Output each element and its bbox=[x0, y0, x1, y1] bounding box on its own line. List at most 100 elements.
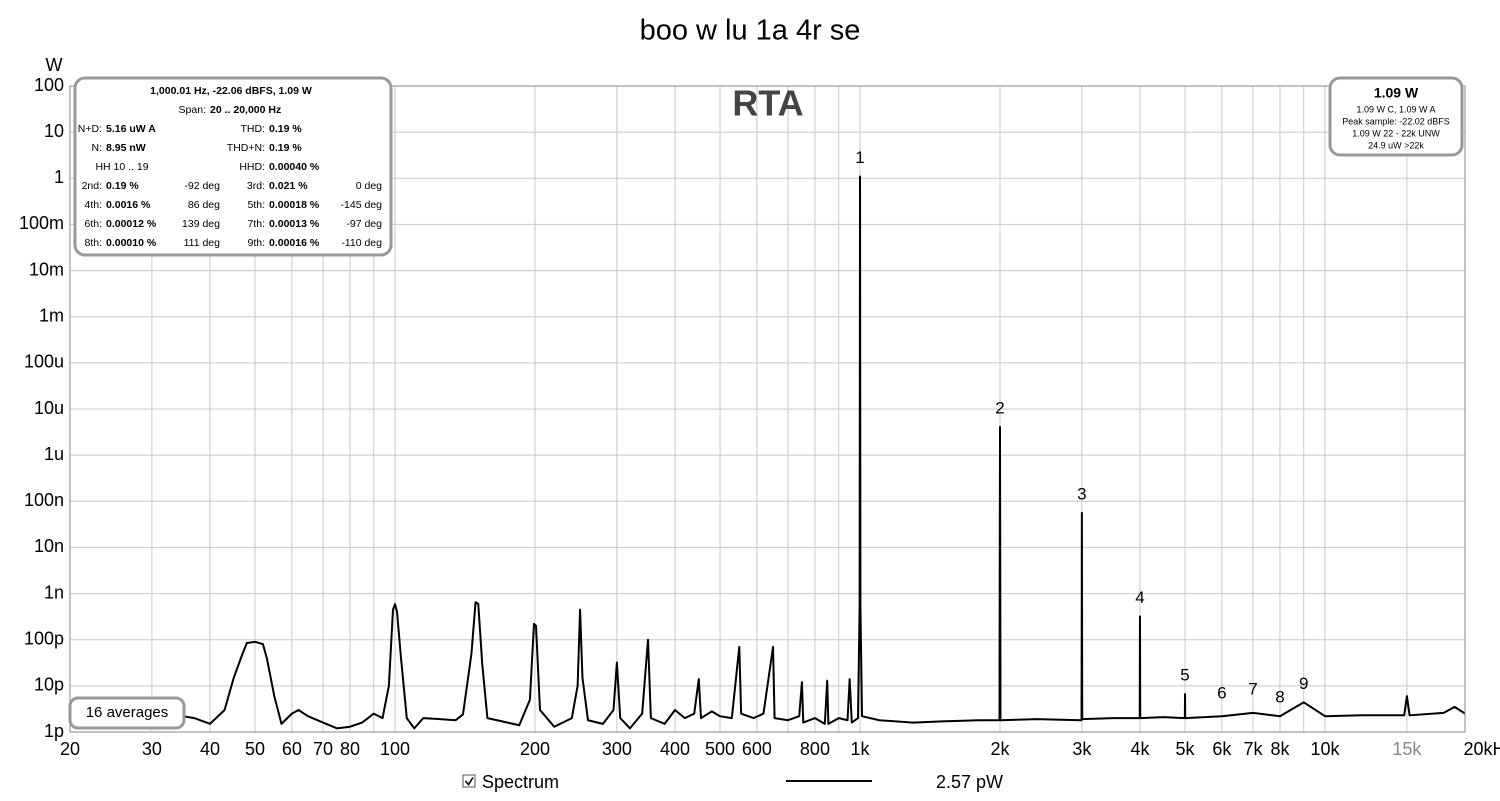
checkbox-check bbox=[464, 777, 474, 786]
x-tick-label: 200 bbox=[520, 739, 550, 759]
level-panel-box bbox=[1328, 76, 1464, 157]
harmonic-row-phase: 139 deg bbox=[182, 218, 220, 230]
x-tick-label: 40 bbox=[200, 739, 220, 759]
harmonic-row-label: 4th: bbox=[84, 199, 102, 211]
y-tick-label: 10n bbox=[34, 536, 64, 556]
y-tick-label: 10m bbox=[29, 259, 64, 279]
harmonic-label: 8 bbox=[1275, 688, 1284, 707]
watermark: RTA bbox=[732, 83, 803, 124]
harmonic-row-value: 0.00016 % bbox=[269, 237, 320, 249]
y-tick-label: 100n bbox=[24, 490, 64, 510]
legend-label: Spectrum bbox=[482, 772, 559, 792]
x-tick-label: 4k bbox=[1130, 739, 1150, 759]
y-tick-label: 10u bbox=[34, 398, 64, 418]
x-tick-label: 10k bbox=[1311, 739, 1341, 759]
metric-value: 8.95 nW bbox=[106, 142, 146, 154]
x-tick-label: 300 bbox=[602, 739, 632, 759]
level-line: 1.09 W C, 1.09 W A bbox=[1356, 104, 1435, 114]
harmonic-row-value: 0.00012 % bbox=[106, 218, 157, 230]
level-header: 1.09 W bbox=[1374, 85, 1419, 101]
x-tick-label: 3k bbox=[1072, 739, 1092, 759]
harmonic-row-value: 0.0016 % bbox=[106, 199, 151, 211]
harmonic-label: 2 bbox=[995, 398, 1004, 417]
metric-label: THD: bbox=[241, 123, 266, 135]
harmonic-row-phase: 86 deg bbox=[188, 199, 220, 211]
y-tick-label: 100 bbox=[34, 75, 64, 95]
y-tick-label: 1n bbox=[44, 582, 64, 602]
harmonic-row-label: 7th: bbox=[247, 218, 265, 230]
y-tick-label: 10 bbox=[44, 121, 64, 141]
x-tick-label: 60 bbox=[282, 739, 302, 759]
x-tick-label: 600 bbox=[742, 739, 772, 759]
y-tick-label: 100p bbox=[24, 628, 64, 648]
x-tick-label: 500 bbox=[705, 739, 735, 759]
info-panel: 1,000.01 Hz, -22.06 dBFS, 1.09 W Span: 20 … bbox=[73, 76, 393, 257]
plot: 1 2 3 4 5 6 7 89 bbox=[69, 148, 1466, 730]
y-tick-label: 100m bbox=[19, 213, 64, 233]
harmonic-row-value: 0.00013 % bbox=[269, 218, 320, 230]
x-tick-label: 100 bbox=[380, 739, 410, 759]
x-tick-label: 800 bbox=[800, 739, 830, 759]
level-line: Peak sample: -22.02 dBFS bbox=[1342, 116, 1450, 126]
harmonic-label: 1 bbox=[855, 148, 864, 167]
harmonic-row-label: 5th: bbox=[247, 199, 265, 211]
harmonic-row-phase: -92 deg bbox=[184, 180, 220, 192]
y-tick-label: 1m bbox=[39, 305, 64, 325]
span-value: 20 .. 20,000 Hz bbox=[210, 104, 281, 116]
plot-frame bbox=[69, 85, 1466, 733]
x-tick-label: 1k bbox=[851, 739, 871, 759]
x-tick-label: 70 bbox=[313, 739, 333, 759]
harmonic-row-value: 0.19 % bbox=[106, 180, 139, 192]
x-tick-label: 15k bbox=[1392, 739, 1422, 759]
chart-title: boo w lu 1a 4r se bbox=[640, 15, 861, 47]
span-label: Span: bbox=[179, 104, 206, 116]
harmonic-row-phase: -145 deg bbox=[341, 199, 383, 211]
metric-value: 0.19 % bbox=[269, 123, 302, 135]
legend-value: 2.57 pW bbox=[936, 772, 1003, 792]
x-tick-label: 30 bbox=[142, 739, 162, 759]
y-tick-label: 1 bbox=[54, 167, 64, 187]
harmonic-row-label: 3rd: bbox=[247, 180, 265, 192]
harmonic-row-phase: 111 deg bbox=[184, 237, 221, 249]
x-tick-label: 20 bbox=[60, 739, 80, 759]
hh-range: HH 10 .. 19 bbox=[95, 161, 148, 173]
harmonic-label: 4 bbox=[1135, 588, 1144, 607]
level-panel: 1.09 W 1.09 W C, 1.09 W A Peak sample: -22… bbox=[1328, 76, 1464, 157]
harmonic-row-value: 0.00010 % bbox=[106, 237, 157, 249]
harmonic-label: 3 bbox=[1077, 484, 1086, 503]
y-tick-label: 10p bbox=[34, 675, 64, 695]
x-tick-label: 50 bbox=[245, 739, 265, 759]
y-tick-label: 1p bbox=[44, 721, 64, 741]
averages: 16 averages bbox=[86, 704, 169, 721]
harmonic-row-phase: 0 deg bbox=[356, 180, 382, 192]
y-tick-label: 100u bbox=[24, 352, 64, 372]
averages-box bbox=[68, 696, 186, 730]
metric-value: 0.19 % bbox=[269, 142, 302, 154]
harmonic-label: 6 bbox=[1217, 684, 1226, 703]
metric-label: THD+N: bbox=[227, 142, 265, 154]
metric-label: N+D: bbox=[78, 123, 102, 135]
level-line: 24.9 uW >22k bbox=[1368, 140, 1424, 150]
x-tick-label: 2k bbox=[990, 739, 1010, 759]
spectrum-line bbox=[69, 175, 1466, 730]
harmonic-row-label: 6th: bbox=[84, 218, 102, 230]
metric-value: 0.00040 % bbox=[269, 161, 320, 173]
level-line: 1.09 W 22 - 22k UNW bbox=[1352, 128, 1440, 138]
x-tick-label: 5k bbox=[1176, 739, 1196, 759]
harmonic-label: 5 bbox=[1180, 666, 1189, 685]
info-panel-box bbox=[73, 76, 393, 257]
x-tick-label: 20kHz bbox=[1463, 739, 1500, 759]
legend[interactable]: Spectrum 2.57 pW bbox=[462, 772, 1003, 792]
harmonic-row-label: 2nd: bbox=[82, 180, 102, 192]
x-tick-label: 8k bbox=[1270, 739, 1290, 759]
panel-header: 1,000.01 Hz, -22.06 dBFS, 1.09 W bbox=[150, 85, 312, 97]
harmonic-label: 9 bbox=[1299, 674, 1308, 693]
y-axis-label: W bbox=[46, 55, 63, 75]
harmonic-row-phase: -110 deg bbox=[341, 237, 382, 249]
harmonic-label: 7 bbox=[1248, 680, 1257, 699]
harmonic-row-label: 8th: bbox=[84, 237, 102, 249]
harmonic-row-label: 9th: bbox=[247, 237, 265, 249]
x-tick-label: 80 bbox=[340, 739, 360, 759]
y-tick-label: 1u bbox=[44, 444, 64, 464]
metric-value: 5.16 uW A bbox=[106, 123, 156, 135]
